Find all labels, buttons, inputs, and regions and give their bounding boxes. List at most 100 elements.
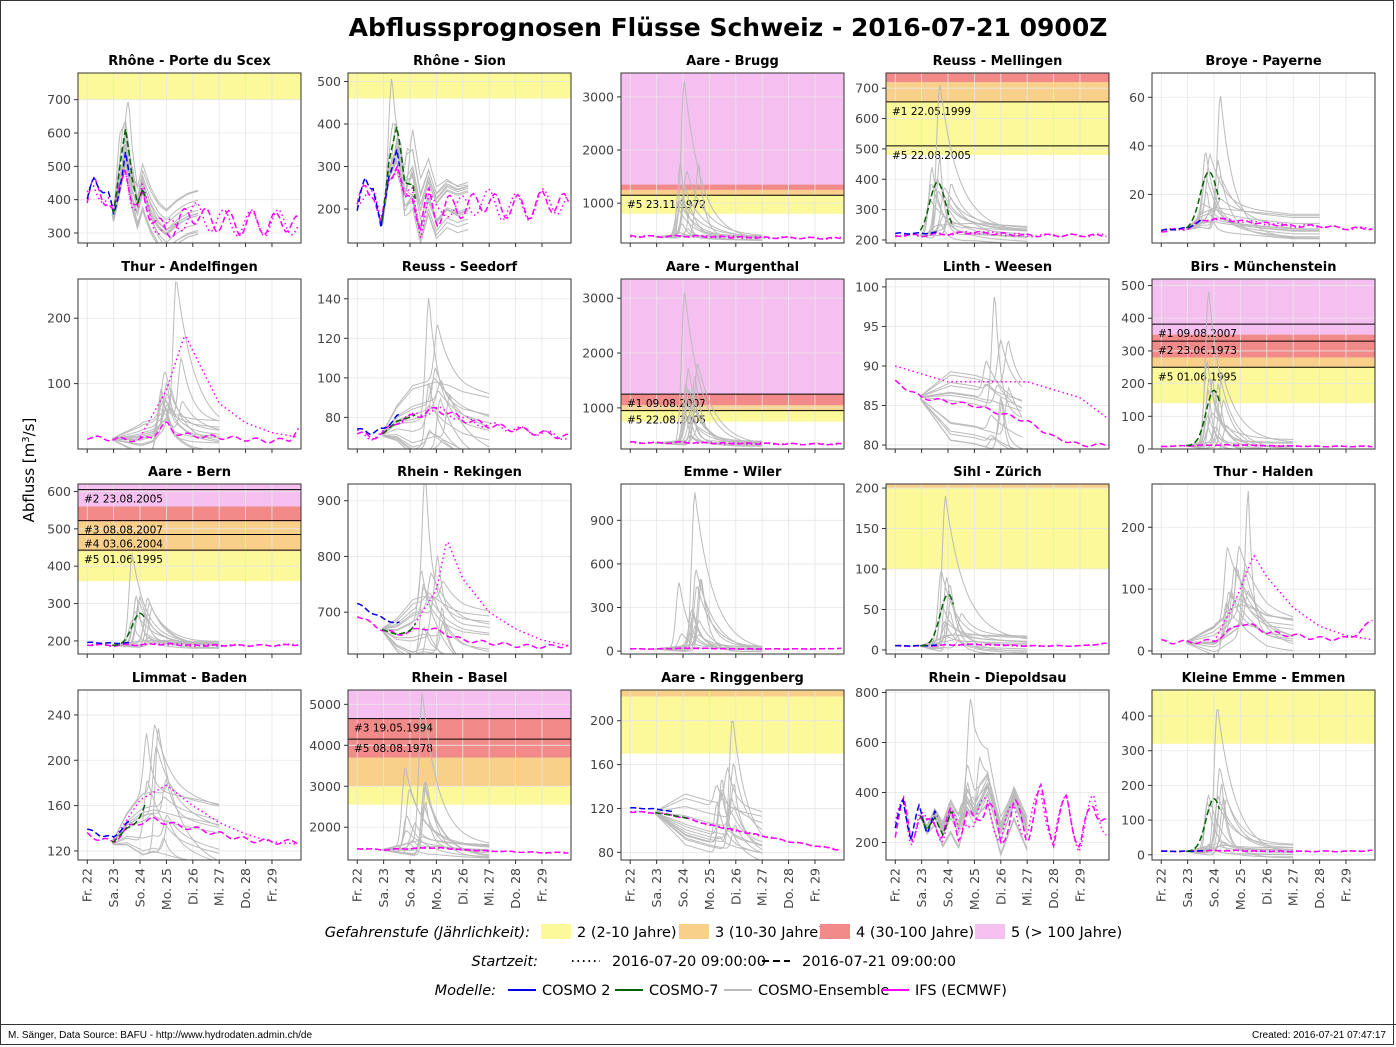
ensemble-series [1186, 208, 1320, 235]
plot-area: #1 09.08.2007#5 22.08.2005 [621, 279, 844, 449]
ensemble-series [1186, 361, 1294, 448]
y-tick-label: 300 [855, 202, 879, 217]
legend-swatch [679, 924, 709, 939]
x-tick-label: Mi. 27 [755, 868, 770, 906]
cosmo7-series [919, 811, 954, 837]
panel-border [1151, 278, 1376, 450]
ensemble-series [655, 812, 763, 847]
ensemble-series [112, 400, 220, 440]
ensemble-series [919, 398, 1010, 449]
ifs-series-dotted [1161, 443, 1373, 448]
plot-area [886, 484, 1109, 654]
y-tick-label: 5000 [309, 697, 341, 712]
ensemble-series [920, 392, 1023, 412]
panel-border [885, 278, 1110, 450]
cosmo7-series [1186, 797, 1221, 852]
cosmo2-series [357, 413, 400, 436]
panel-title: Broye - Payerne [1205, 54, 1321, 69]
legend-danger-label: 3 (10-30 Jahre) [715, 925, 824, 941]
ensemble-series [111, 733, 220, 841]
ensemble-series [654, 766, 763, 813]
ensemble-series [920, 622, 1028, 647]
y-tick-label: 200 [1121, 520, 1145, 535]
y-tick-label: 2000 [309, 820, 341, 835]
ensemble-series [920, 340, 1023, 397]
y-tick-label: 300 [317, 159, 341, 174]
panel-border [77, 689, 302, 861]
ensemble-series [1186, 595, 1294, 642]
ensemble-series [112, 723, 220, 841]
danger-band-l4 [621, 394, 844, 406]
x-tick-label: Di. 26 [185, 868, 200, 905]
y-tick-label: 60 [1129, 90, 1145, 105]
y-tick-label: 200 [1121, 778, 1145, 793]
y-tick-label: 3000 [582, 291, 614, 306]
ensemble-series [1186, 589, 1294, 645]
cosmo7-series [112, 802, 147, 843]
panel-border [77, 483, 302, 655]
x-tick-label: Sa. 23 [106, 868, 121, 907]
ensemble-series [655, 412, 763, 445]
panel-border [1151, 483, 1376, 655]
panel-title: Limmat - Baden [132, 671, 247, 686]
panel-border [347, 72, 572, 244]
cosmo7-series [381, 623, 416, 636]
plot-area [348, 484, 571, 654]
y-tick-label: 200 [1121, 376, 1145, 391]
event-label: #5 08.08.1978 [354, 743, 433, 755]
y-tick-label: 1000 [582, 400, 614, 415]
y-tick-label: 200 [855, 835, 879, 850]
y-tick-label: 85 [863, 398, 879, 413]
y-tick-label: 600 [47, 484, 71, 499]
y-tick-label: 700 [317, 605, 341, 620]
legend-swatch [975, 924, 1005, 939]
ensemble-series [655, 368, 763, 444]
panel-border [620, 72, 845, 244]
ensemble-series [381, 324, 490, 433]
ensemble-series [1186, 191, 1320, 240]
ensemble-series [112, 638, 220, 648]
ensemble-series [112, 382, 220, 440]
panel-0: Rhône - Porte du Scex 300 400 500 600 700 [47, 54, 302, 247]
y-tick-label: 700 [855, 81, 879, 96]
y-tick-label: 90 [863, 358, 879, 373]
legend-danger-label: 4 (30-100 Jahre) [856, 925, 974, 941]
event-label: #5 01.06.1995 [1158, 371, 1237, 383]
x-tick-label: Fr. 29 [1072, 868, 1087, 902]
ifs-series-dashed [894, 782, 1107, 849]
panel-2: Aare - Brugg #5 23.11.1972 1000 2000 3000 [582, 54, 845, 247]
panel-4: Broye - Payerne 20 40 60 [1129, 54, 1376, 247]
panel-19: Kleine Emme - Emmen 0 100 200 300 400 Fr. 22 Sa… [1121, 671, 1376, 910]
y-tick-label: 400 [855, 785, 879, 800]
plot-area [78, 279, 301, 449]
ifs-series-dashed [356, 616, 569, 650]
panel-border [620, 689, 845, 861]
x-tick-label: Mo. 25 [702, 868, 717, 910]
ifs-series-dotted [357, 846, 569, 854]
y-tick-label: 2000 [582, 346, 614, 361]
y-tick-label: 100 [855, 279, 879, 294]
y-tick-label: 95 [863, 319, 879, 334]
ensemble-series [111, 157, 199, 231]
panel-14: Thur - Halden 0 100 200 [1121, 465, 1376, 658]
legend-model-title: Modelle: [435, 983, 496, 999]
x-tick-label: Sa. 23 [376, 868, 391, 907]
plot-area: #2 23.08.2005 #3 08.08.2007#4 03.06.2004 #… [78, 484, 301, 654]
danger-band-l5 [621, 73, 844, 185]
panel-title: Emme - Wiler [684, 465, 782, 480]
ifs-series-dotted [894, 789, 1107, 854]
x-tick-label: Di. 26 [728, 868, 743, 905]
legend-danger-label: 2 (2-10 Jahre) [577, 925, 677, 941]
y-tick-label: 200 [47, 633, 71, 648]
ensemble-series [112, 796, 220, 842]
y-tick-label: 3000 [582, 89, 614, 104]
ensemble-series [1186, 592, 1294, 643]
panel-border [347, 689, 572, 861]
plot-area: #5 23.11.1972 [621, 73, 844, 243]
ensemble-series [382, 572, 490, 630]
ensemble-series [1186, 426, 1248, 449]
y-tick-label: 400 [1121, 311, 1145, 326]
y-tick-label: 100 [47, 376, 71, 391]
y-tick-label: 600 [47, 126, 71, 141]
